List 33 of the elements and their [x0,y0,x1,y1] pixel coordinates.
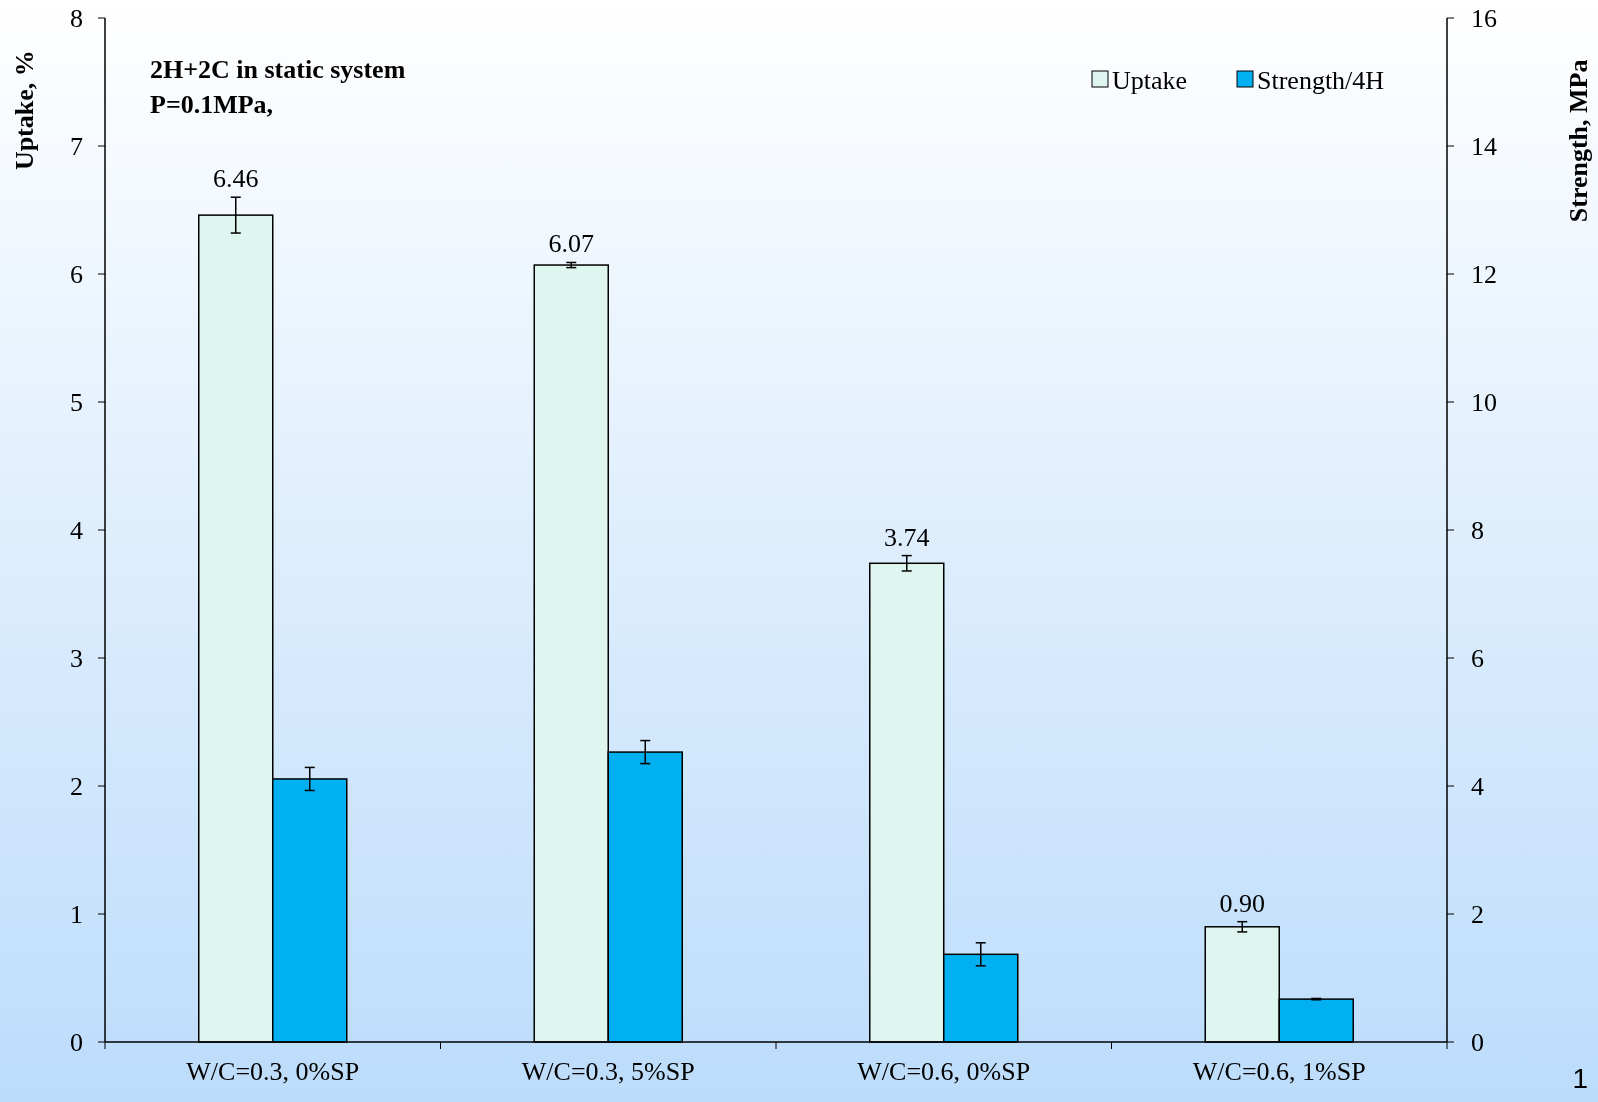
legend-label: Strength/4H [1257,66,1385,96]
data-label: 3.74 [884,522,930,552]
y2-tick-label: 8 [1471,516,1484,546]
y-tick-label: 0 [70,1028,83,1058]
y2-tick-label: 16 [1471,4,1497,34]
data-label: 0.90 [1219,888,1265,918]
annotation: 2H+2C in static system [150,55,406,84]
data-label: 6.07 [548,229,594,259]
x-tick-label: W/C=0.6, 1%SP [1192,1057,1366,1086]
y-tick-label: 7 [70,132,83,162]
text: 1 [1572,1063,1588,1094]
y2-tick-label: 6 [1471,644,1484,674]
x-tick-label: W/C=0.3, 0%SP [186,1057,360,1086]
y2-tick-label: 12 [1471,260,1497,290]
y-tick-label: 2 [70,772,83,802]
legend-label: Uptake [1112,66,1188,96]
y2-tick-label: 2 [1471,900,1484,930]
y2-tick-label: 0 [1471,1028,1484,1058]
y2-tick-label: 10 [1471,388,1497,418]
y-tick-label: 4 [70,516,83,546]
y-tick-label: 3 [70,644,83,674]
y2-axis-title: Strength, MPa [1564,59,1593,223]
y-tick-label: 6 [70,260,83,290]
y-axis-title: Uptake, % [10,50,39,171]
y-tick-label: 8 [70,4,83,34]
y-tick-label: 1 [70,900,83,930]
y2-tick-label: 4 [1471,772,1484,802]
data-label: 6.46 [213,164,259,194]
y2-tick-label: 14 [1471,132,1497,162]
x-tick-label: W/C=0.3, 5%SP [521,1057,695,1086]
x-tick-label: W/C=0.6, 0%SP [857,1057,1031,1086]
y-tick-label: 5 [70,388,83,418]
annotation: P=0.1MPa, [150,90,274,119]
